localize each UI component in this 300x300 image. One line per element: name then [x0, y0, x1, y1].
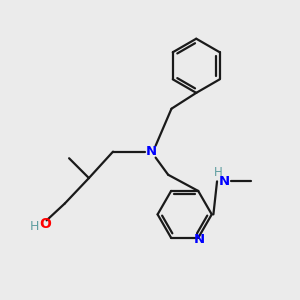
Text: O: O	[40, 217, 52, 231]
Text: H: H	[30, 220, 39, 233]
Text: N: N	[193, 233, 204, 246]
Text: N: N	[146, 145, 157, 158]
Text: H: H	[214, 166, 223, 178]
Text: N: N	[219, 175, 230, 188]
